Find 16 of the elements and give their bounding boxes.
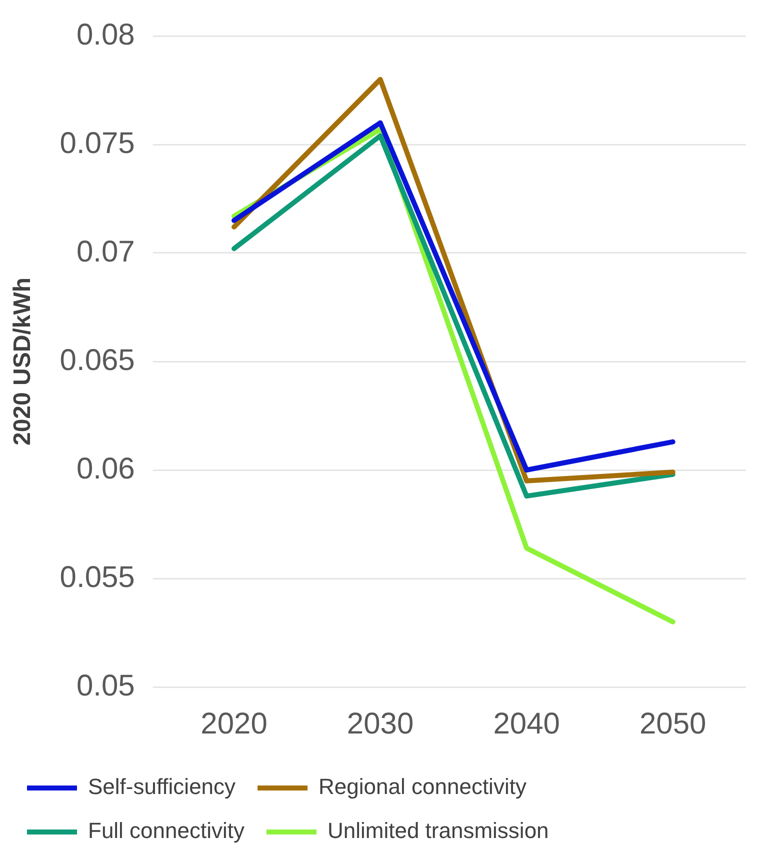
x-tick-label: 2030 — [346, 707, 414, 740]
y-axis-title: 2020 USD/kWh — [9, 277, 36, 446]
legend-label: Self-sufficiency — [88, 774, 236, 800]
y-tick-label: 0.08 — [76, 18, 135, 52]
x-tick-label: 2050 — [639, 707, 706, 740]
y-tick-label: 0.05 — [76, 669, 135, 702]
x-tick-label: 2040 — [493, 707, 560, 740]
y-tick-label: 0.055 — [60, 560, 135, 594]
y-tick-label: 0.075 — [60, 126, 135, 160]
legend-label: Unlimited transmission — [328, 818, 549, 844]
y-tick-label: 0.07 — [76, 235, 135, 268]
y-tick-label: 0.06 — [76, 452, 135, 486]
legend-label: Full connectivity — [88, 818, 245, 844]
y-tick-label: 0.065 — [60, 344, 135, 377]
x-tick-label: 2020 — [200, 707, 268, 740]
legend-label: Regional connectivity — [318, 774, 526, 800]
